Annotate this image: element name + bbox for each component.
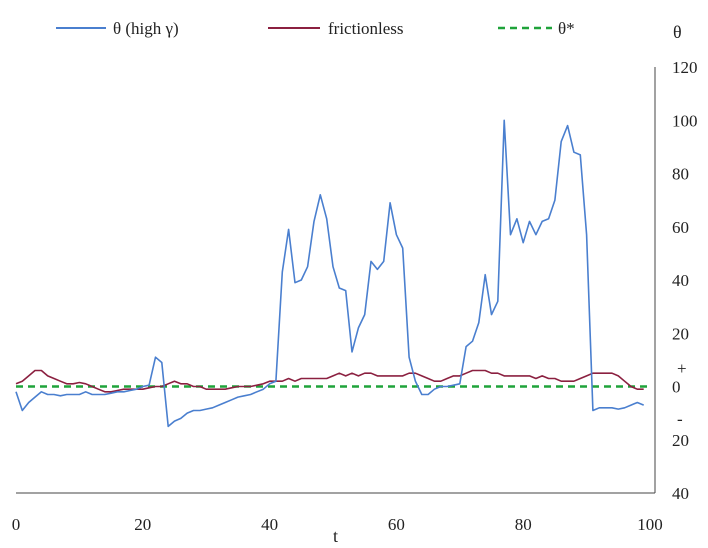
y-tick-label-80: 80 [672,165,689,184]
y-tick-label-20: 20 [672,431,689,450]
series-line-frictionless [15,369,644,393]
legend-label-theta-high-gamma: θ (high γ) [113,19,179,38]
y-axis-title: θ [673,22,682,42]
x-tick-label-100: 100 [637,515,663,534]
y-axis-ticks: 120 100 80 60 40 20 0 20 40 + - [672,58,698,503]
x-tick-label-40: 40 [261,515,278,534]
legend-label-frictionless: frictionless [328,19,404,38]
y-tick-label-60: 60 [672,218,689,237]
series-line-theta-high-gamma [15,119,645,428]
y-tick-label-120: 120 [672,58,698,77]
y-tick-label-40: 40 [672,484,689,503]
y-tick-label-40: 40 [672,271,689,290]
x-axis-ticks: 0 20 40 60 80 100 [12,515,663,534]
x-tick-label-80: 80 [515,515,532,534]
x-axis-title: t [333,526,338,543]
y-tick-label-100: 100 [672,111,698,130]
series-lines [15,119,650,428]
y-sign-mark-minus: - [677,409,683,428]
y-sign-mark-plus: + [677,359,687,378]
legend: θ (high γ) frictionless θ* [56,19,575,38]
y-tick-label-0: 0 [672,378,681,397]
x-tick-label-0: 0 [12,515,21,534]
x-tick-label-20: 20 [134,515,151,534]
legend-label-theta-star: θ* [558,19,575,38]
x-tick-label-60: 60 [388,515,405,534]
y-tick-label-20: 20 [672,324,689,343]
